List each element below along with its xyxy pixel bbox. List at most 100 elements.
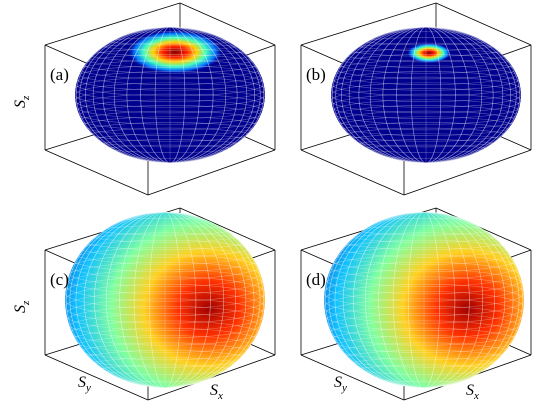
- mesh-meridian: [341, 27, 511, 163]
- mesh-meridian: [69, 212, 261, 388]
- mesh-parallel: [65, 335, 265, 368]
- mesh-parallel: [324, 305, 524, 339]
- box-edge: [435, 207, 532, 251]
- mesh-meridian: [334, 212, 514, 388]
- box-edge: [403, 149, 532, 196]
- mesh-parallel: [75, 105, 265, 131]
- axis-label: Sy: [78, 374, 91, 394]
- mesh-parallel: [331, 93, 521, 119]
- panel-label: (c): [50, 270, 69, 289]
- mesh-meridian: [133, 212, 197, 388]
- mesh-parallel: [324, 357, 524, 388]
- mesh-meridian: [102, 27, 238, 163]
- panel-label: (b): [306, 65, 326, 84]
- mesh-meridian: [149, 212, 181, 388]
- mesh-parallel: [324, 313, 524, 346]
- mesh-parallel: [75, 37, 265, 63]
- mesh-parallel: [75, 48, 265, 74]
- mesh-meridian: [364, 212, 484, 388]
- mesh-parallel: [75, 59, 265, 85]
- mesh-parallel: [324, 212, 524, 243]
- axis-subscript: z: [20, 300, 32, 306]
- box-edge: [179, 207, 276, 251]
- panel: (c) Sz Sy Sx: [12, 207, 276, 402]
- mesh-meridian: [92, 27, 248, 163]
- mesh-meridian: [328, 212, 520, 388]
- mesh-parallel: [65, 342, 265, 375]
- mesh-parallel: [324, 247, 524, 280]
- mesh-meridian: [378, 212, 470, 388]
- mesh-meridian: [92, 27, 248, 163]
- mesh-parallel: [65, 232, 265, 265]
- mesh-parallel: [331, 76, 521, 102]
- mesh-parallel: [65, 254, 265, 287]
- mesh-parallel: [65, 298, 265, 331]
- mesh-parallel: [75, 127, 265, 153]
- mesh-meridian: [408, 212, 440, 388]
- axis-label: Sz: [12, 300, 32, 313]
- mesh-meridian: [335, 27, 517, 163]
- axis-symbol: S: [334, 374, 342, 391]
- mesh-parallel: [331, 127, 521, 153]
- mesh-parallel: [65, 212, 265, 243]
- mesh-meridian: [133, 212, 197, 388]
- mesh-parallel: [331, 99, 521, 125]
- mesh-parallel: [65, 276, 265, 309]
- mesh-meridian: [149, 212, 181, 388]
- mesh-parallel: [65, 327, 265, 361]
- mesh-parallel: [331, 139, 521, 163]
- mesh-meridian: [85, 27, 255, 163]
- mesh-meridian: [126, 27, 214, 163]
- mesh-parallel: [331, 110, 521, 136]
- box-edge: [147, 149, 276, 196]
- mesh-parallel: [331, 42, 521, 68]
- panel-label: (a): [50, 65, 69, 84]
- axis-label: Sx: [466, 382, 479, 402]
- mesh-parallel: [331, 71, 521, 97]
- mesh-meridian: [324, 212, 524, 388]
- mesh-meridian: [93, 212, 237, 388]
- mesh-parallel: [65, 239, 265, 273]
- mesh-meridian: [93, 212, 237, 388]
- mesh-parallel: [331, 48, 521, 74]
- mesh-parallel: [331, 88, 521, 114]
- mesh-parallel: [75, 71, 265, 97]
- mesh-parallel: [75, 99, 265, 125]
- mesh-parallel: [65, 212, 265, 236]
- axis-subscript: y: [85, 382, 91, 394]
- hot-spot: [127, 30, 223, 74]
- mesh-parallel: [331, 31, 521, 57]
- mesh-parallel: [75, 27, 265, 51]
- box-edge: [300, 2, 437, 46]
- mesh-parallel: [75, 93, 265, 119]
- mesh-meridian: [352, 212, 496, 388]
- mesh-meridian: [119, 212, 211, 388]
- panel: (b): [300, 2, 532, 196]
- mesh-meridian: [364, 212, 484, 388]
- mesh-meridian: [410, 27, 442, 163]
- mesh-meridian: [328, 212, 520, 388]
- mesh-parallel: [331, 65, 521, 91]
- mesh-parallel: [331, 59, 521, 85]
- mesh-meridian: [410, 27, 442, 163]
- mesh-parallel: [331, 37, 521, 63]
- mesh-parallel: [324, 335, 524, 368]
- axis-subscript: y: [341, 382, 347, 394]
- box-edge: [179, 2, 276, 46]
- mesh-meridian: [378, 212, 470, 388]
- sphere: [324, 212, 524, 388]
- axis-label: Sy: [334, 374, 347, 394]
- mesh-parallel: [324, 364, 524, 388]
- sphere-body: [324, 212, 524, 388]
- mesh-meridian: [75, 212, 255, 388]
- mesh-parallel: [65, 364, 265, 388]
- box-edge: [44, 354, 149, 401]
- mesh-parallel: [75, 144, 265, 163]
- mesh-parallel: [65, 283, 265, 317]
- sphere: [331, 27, 521, 163]
- mesh-parallel: [65, 357, 265, 388]
- mesh-meridian: [154, 27, 186, 163]
- mesh-meridian: [392, 212, 456, 388]
- mesh-meridian: [324, 212, 524, 388]
- axis-label: Sx: [210, 382, 223, 402]
